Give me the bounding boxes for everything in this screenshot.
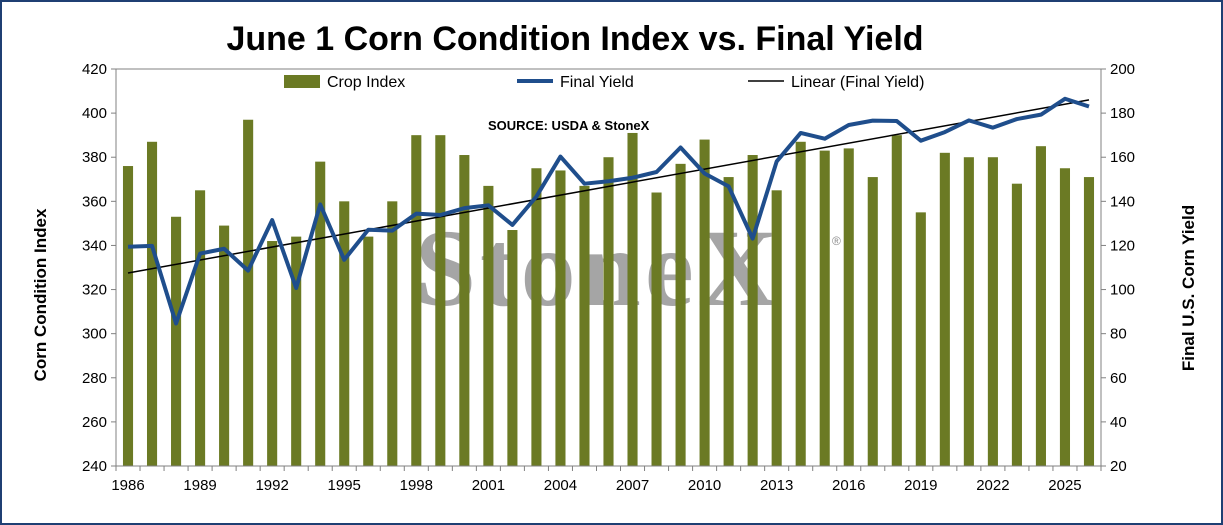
y-tick-label: 300: [82, 326, 107, 343]
bar-1994: [315, 161, 326, 466]
bar-1989: [195, 190, 206, 466]
x-axis: 1986 1989 1992 1995 1998 2001 2004 2007 2010 2013…: [111, 466, 1102, 494]
right-axis: 20 40 60 80 100 120 140 160 180 200: [1101, 61, 1135, 475]
bar-1987: [146, 141, 158, 466]
watermark: StoneX ®: [415, 207, 841, 329]
bar-2005: [579, 185, 590, 466]
bar-2018: [891, 135, 902, 467]
y2-tick-label: 20: [1110, 458, 1127, 475]
bar-2008: [651, 192, 662, 466]
bar-2009: [675, 163, 686, 466]
x-tick-label: 1995: [328, 477, 361, 494]
y-tick-label: 420: [82, 61, 107, 78]
bar-1999: [435, 135, 446, 467]
line-series: [127, 96, 1090, 326]
y2-tick-label: 200: [1110, 61, 1135, 78]
bar-2021: [963, 157, 974, 466]
bar-2024: [1035, 146, 1046, 466]
x-tick-label: 1992: [255, 477, 288, 494]
bar-2017: [867, 177, 878, 466]
bar-2013: [771, 190, 782, 466]
bar-2020: [939, 152, 950, 466]
bar-1991: [243, 119, 254, 466]
final-yield-line: [127, 96, 1090, 326]
bar-1995: [339, 201, 350, 466]
x-tick-label: 2022: [976, 477, 1009, 494]
y2-tick-label: 160: [1110, 149, 1135, 166]
legend: Crop Index Final Yield Linear (Final Yie…: [284, 74, 924, 91]
x-tick-label: 2001: [472, 477, 505, 494]
x-tick-label: 2016: [832, 477, 865, 494]
x-tick-label: 2004: [544, 477, 577, 494]
legend-label-final-yield: Final Yield: [560, 74, 634, 91]
y-tick-label: 260: [82, 414, 107, 431]
x-tick-label: 1986: [111, 477, 144, 494]
bar-1993: [291, 236, 302, 466]
y2-tick-label: 100: [1110, 282, 1135, 299]
x-tick-label: 2010: [688, 477, 721, 494]
x-tick-label: 2007: [616, 477, 649, 494]
bar-2025: [1059, 168, 1071, 466]
watermark-registered-mark: ®: [832, 234, 841, 248]
trend-line: [127, 99, 1090, 274]
y-tick-label: 320: [82, 282, 107, 299]
bar-1990: [219, 225, 230, 466]
y-tick-label: 240: [82, 458, 107, 475]
y-tick-label: 360: [82, 193, 107, 210]
y-tick-label: 400: [82, 105, 107, 122]
bar-2012: [747, 155, 758, 466]
bar-2014: [795, 141, 806, 466]
x-tick-label: 2019: [904, 477, 937, 494]
bar-2011: [723, 177, 734, 466]
y2-axis-title: Final U.S. Corn Yield: [1179, 205, 1198, 371]
y2-tick-label: 80: [1110, 326, 1127, 343]
bar-2007: [627, 132, 638, 466]
bar-2010: [699, 139, 710, 466]
y-axis-title: Corn Condition Index: [31, 208, 50, 381]
plot-area: [115, 68, 1102, 467]
y2-tick-label: 140: [1110, 193, 1135, 210]
y2-tick-label: 60: [1110, 370, 1127, 387]
legend-label-linear-trend: Linear (Final Yield): [791, 74, 924, 91]
x-tick-label: 1998: [400, 477, 433, 494]
chart-title: June 1 Corn Condition Index vs. Final Yi…: [226, 20, 923, 58]
y-tick-label: 280: [82, 370, 107, 387]
bar-series: [122, 119, 1095, 467]
x-tick-label: 1989: [183, 477, 216, 494]
y-tick-label: 340: [82, 237, 107, 254]
bar-2004: [555, 170, 566, 466]
legend-label-crop-index: Crop Index: [327, 74, 405, 91]
y2-tick-label: 180: [1110, 105, 1135, 122]
bar-2026: [1083, 177, 1095, 466]
bar-2003: [531, 168, 542, 466]
bar-2016: [843, 148, 854, 466]
x-tick-label: 2025: [1048, 477, 1081, 494]
bar-2023: [1011, 183, 1022, 466]
x-tick-label: 2013: [760, 477, 793, 494]
watermark-text: StoneX: [415, 207, 781, 329]
bar-2006: [603, 157, 614, 466]
legend-swatch-crop-index: [284, 75, 320, 88]
bar-2015: [819, 150, 830, 467]
bar-2001: [483, 185, 494, 466]
bar-1986: [122, 166, 134, 467]
bar-1988: [171, 216, 182, 466]
left-axis: 240 260 280 300 320 340 360 380 400 420: [82, 61, 116, 475]
source-note: SOURCE: USDA & StoneX: [488, 118, 650, 133]
y-tick-label: 380: [82, 149, 107, 166]
y2-tick-label: 40: [1110, 414, 1127, 431]
bar-2019: [915, 212, 926, 466]
y2-tick-label: 120: [1110, 237, 1135, 254]
bar-1996: [363, 236, 374, 466]
bar-2000: [459, 155, 470, 466]
bar-1992: [267, 241, 278, 466]
trend-series: [127, 99, 1090, 274]
bar-1998: [411, 135, 422, 467]
bar-1997: [387, 201, 398, 466]
bar-2022: [987, 157, 998, 466]
bar-2002: [507, 230, 518, 466]
